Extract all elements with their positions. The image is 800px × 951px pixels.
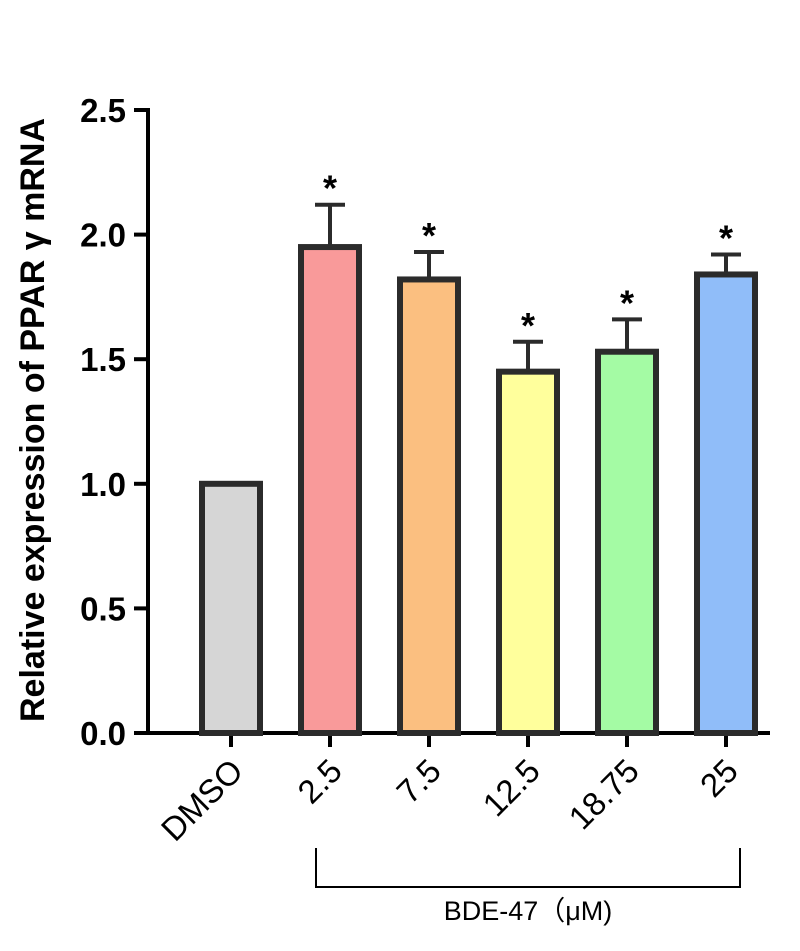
- y-tick-label: 1.5: [80, 341, 126, 378]
- significance-star: *: [323, 168, 337, 209]
- x-tick-label: 2.5: [290, 752, 349, 811]
- significance-markers: * * * * *: [323, 168, 733, 346]
- significance-star: *: [719, 218, 733, 259]
- y-axis: 0.0 0.5 1.0 1.5 2.0 2.5: [80, 92, 150, 752]
- y-tick-label: 2.0: [80, 217, 126, 254]
- bar: [496, 368, 560, 736]
- y-axis-label: Relative expression of PPAR γ mRNA: [14, 118, 52, 722]
- y-tick-label: 0.0: [80, 715, 126, 752]
- x-tick-label: 25: [693, 752, 745, 804]
- bar: [397, 276, 461, 736]
- bars: [199, 244, 758, 736]
- y-tick-label: 2.5: [80, 92, 126, 129]
- x-tick-label: 7.5: [389, 752, 448, 811]
- x-tick-label: 12.5: [475, 752, 547, 824]
- group-bracket-line: [315, 848, 741, 888]
- bar: [595, 348, 659, 736]
- bar: [298, 244, 362, 736]
- error-bars: [315, 202, 741, 372]
- significance-star: *: [521, 305, 535, 346]
- y-tick-label: 1.0: [80, 466, 126, 503]
- x-axis: DMSO 2.5 7.5 12.5 18.75 25: [146, 731, 770, 848]
- significance-star: *: [620, 282, 634, 323]
- group-bracket-label: BDE-47（μM): [444, 896, 613, 926]
- x-tick-label: DMSO: [154, 752, 250, 848]
- x-tick-label: 18.75: [561, 752, 646, 837]
- y-tick-label: 0.5: [80, 590, 126, 627]
- significance-star: *: [422, 215, 436, 256]
- bar: [199, 480, 263, 736]
- bar: [694, 271, 758, 736]
- group-bracket: BDE-47（μM): [315, 848, 741, 926]
